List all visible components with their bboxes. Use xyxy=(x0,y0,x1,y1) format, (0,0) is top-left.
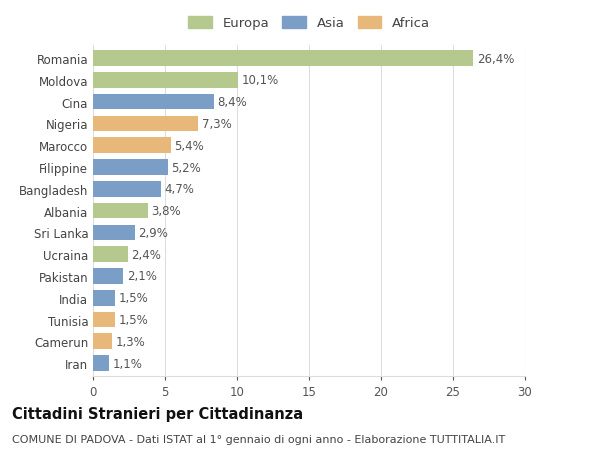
Text: 26,4%: 26,4% xyxy=(477,52,514,66)
Text: 1,5%: 1,5% xyxy=(118,291,148,305)
Text: 2,4%: 2,4% xyxy=(131,248,161,261)
Text: 5,4%: 5,4% xyxy=(175,140,204,152)
Text: COMUNE DI PADOVA - Dati ISTAT al 1° gennaio di ogni anno - Elaborazione TUTTITAL: COMUNE DI PADOVA - Dati ISTAT al 1° genn… xyxy=(12,434,505,444)
Bar xyxy=(93,247,128,263)
Text: 8,4%: 8,4% xyxy=(218,96,247,109)
Bar xyxy=(93,356,109,371)
Bar xyxy=(93,160,168,175)
Text: 1,3%: 1,3% xyxy=(115,335,145,348)
Text: 1,1%: 1,1% xyxy=(112,357,142,370)
Text: 2,1%: 2,1% xyxy=(127,270,157,283)
Text: 4,7%: 4,7% xyxy=(164,183,194,196)
Text: 5,2%: 5,2% xyxy=(172,161,201,174)
Text: 7,3%: 7,3% xyxy=(202,118,232,131)
Text: Cittadini Stranieri per Cittadinanza: Cittadini Stranieri per Cittadinanza xyxy=(12,406,303,421)
Bar xyxy=(93,182,161,197)
Bar xyxy=(93,269,123,284)
Text: 1,5%: 1,5% xyxy=(118,313,148,326)
Bar xyxy=(93,116,198,132)
Bar xyxy=(93,334,112,349)
Text: 2,9%: 2,9% xyxy=(139,226,168,239)
Bar xyxy=(93,290,115,306)
Text: 3,8%: 3,8% xyxy=(151,205,181,218)
Bar xyxy=(93,138,171,154)
Bar xyxy=(93,51,473,67)
Bar xyxy=(93,225,135,241)
Bar xyxy=(93,203,148,219)
Bar xyxy=(93,95,214,110)
Text: 10,1%: 10,1% xyxy=(242,74,279,87)
Bar xyxy=(93,73,238,89)
Legend: Europa, Asia, Africa: Europa, Asia, Africa xyxy=(185,14,433,33)
Bar xyxy=(93,312,115,328)
